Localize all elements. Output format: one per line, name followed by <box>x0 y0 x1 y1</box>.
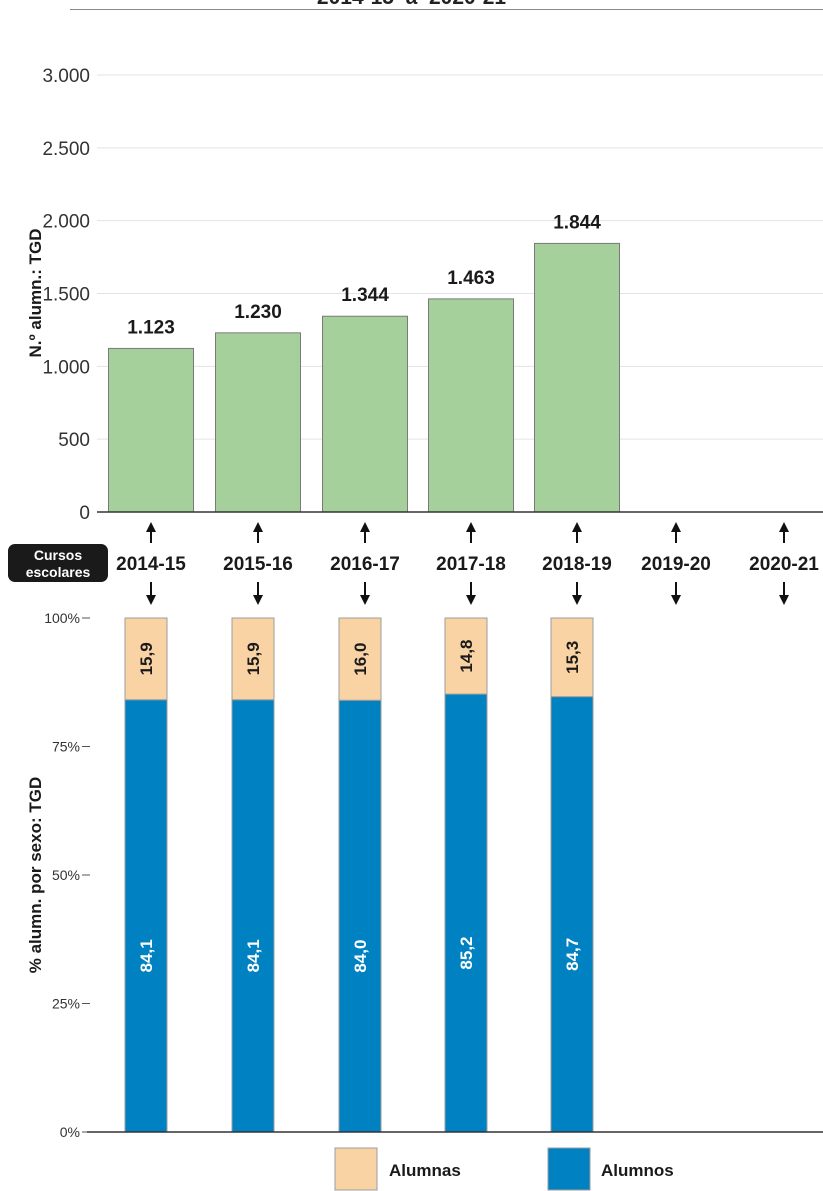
up-arrow-icon <box>253 522 263 532</box>
bar-2015-16 <box>215 332 301 513</box>
bar-alumnas-2014-15 <box>124 617 168 701</box>
y-tick-label-top: 500 <box>58 430 90 451</box>
category-label: 2019-20 <box>641 554 711 575</box>
bar-alumnas-2018-19 <box>550 617 594 698</box>
y-tick-label-bottom: 75% <box>52 739 80 755</box>
up-arrow-icon <box>466 522 476 532</box>
y-tick-label-top: 1.000 <box>42 357 90 378</box>
up-arrow-icon <box>779 522 789 532</box>
data-label-alumnos: 84,1 <box>244 939 263 972</box>
bar-alumnos-2014-15 <box>124 699 168 1133</box>
bar-alumnos-2016-17 <box>338 699 382 1133</box>
down-arrow-icon <box>146 595 156 605</box>
down-arrow-icon <box>360 595 370 605</box>
y-tick-label-bottom: 25% <box>52 996 80 1012</box>
data-label-alumnos: 84,7 <box>563 938 582 971</box>
y-axis-label-top: N.º alumn.: TGD <box>26 229 45 358</box>
data-label-top: 1.230 <box>234 302 282 323</box>
data-label-alumnas: 16,0 <box>351 643 370 676</box>
cursos-tag-line1: Cursos <box>34 547 82 563</box>
y-tick-label-bottom: 0% <box>60 1124 80 1140</box>
down-arrow-icon <box>671 595 681 605</box>
data-label-alumnos: 84,1 <box>137 939 156 972</box>
data-label-alumnas: 14,8 <box>457 639 476 672</box>
bar-alumnos-2018-19 <box>550 696 594 1133</box>
legend-label-alumnas: Alumnas <box>389 1161 461 1180</box>
data-label-alumnos: 84,0 <box>351 940 370 973</box>
bar-alumnas-2015-16 <box>231 617 275 701</box>
cursos-escolares-tag <box>8 544 108 582</box>
chart-title-strip: 2014-15 a 2020-21 <box>0 0 823 9</box>
legend-swatch-alumnas <box>334 1147 378 1191</box>
bar-2018-19 <box>534 242 620 513</box>
down-arrow-icon <box>572 595 582 605</box>
up-arrow-icon <box>360 522 370 532</box>
down-arrow-icon <box>779 595 789 605</box>
y-tick-label-bottom: 100% <box>44 610 80 626</box>
data-label-top: 1.463 <box>447 268 495 289</box>
category-label: 2017-18 <box>436 554 506 575</box>
up-arrow-icon <box>671 522 681 532</box>
data-label-top: 1.344 <box>341 285 389 306</box>
legend-label-alumnos: Alumnos <box>601 1161 674 1180</box>
data-label-alumnos: 85,2 <box>457 936 476 969</box>
down-arrow-icon <box>466 595 476 605</box>
chart-title: 2014-15 a 2020-21 <box>0 0 823 9</box>
data-label-alumnas: 15,3 <box>563 641 582 674</box>
category-label: 2014-15 <box>116 554 186 575</box>
y-tick-label-top: 1.500 <box>42 285 90 306</box>
bar-alumnas-2017-18 <box>444 617 488 695</box>
category-label: 2018-19 <box>542 554 612 575</box>
data-label-alumnas: 15,9 <box>137 642 156 675</box>
data-label-top: 1.844 <box>553 212 601 233</box>
y-tick-label-top: 2.000 <box>42 212 90 233</box>
y-tick-label-bottom: 50% <box>52 867 80 883</box>
title-underline <box>70 9 823 10</box>
y-tick-label-top: 2.500 <box>42 139 90 160</box>
bar-alumnas-2016-17 <box>338 617 382 701</box>
y-tick-label-top: 3.000 <box>42 66 90 87</box>
bar-2014-15 <box>108 347 194 513</box>
data-label-alumnas: 15,9 <box>244 642 263 675</box>
category-label: 2020-21 <box>749 554 819 575</box>
bar-alumnos-2017-18 <box>444 693 488 1133</box>
category-label: 2015-16 <box>223 554 293 575</box>
legend-swatch-alumnos <box>547 1147 591 1191</box>
data-label-top: 1.123 <box>127 317 175 338</box>
down-arrow-icon <box>253 595 263 605</box>
cursos-tag-line2: escolares <box>26 564 91 580</box>
up-arrow-icon <box>572 522 582 532</box>
y-axis-label-bottom: % alumn. por sexo: TGD <box>26 777 45 973</box>
up-arrow-icon <box>146 522 156 532</box>
category-label: 2016-17 <box>330 554 400 575</box>
bar-2017-18 <box>428 298 514 513</box>
bar-alumnos-2015-16 <box>231 699 275 1133</box>
bar-2016-17 <box>322 315 408 513</box>
y-tick-label-top: 0 <box>79 503 90 524</box>
